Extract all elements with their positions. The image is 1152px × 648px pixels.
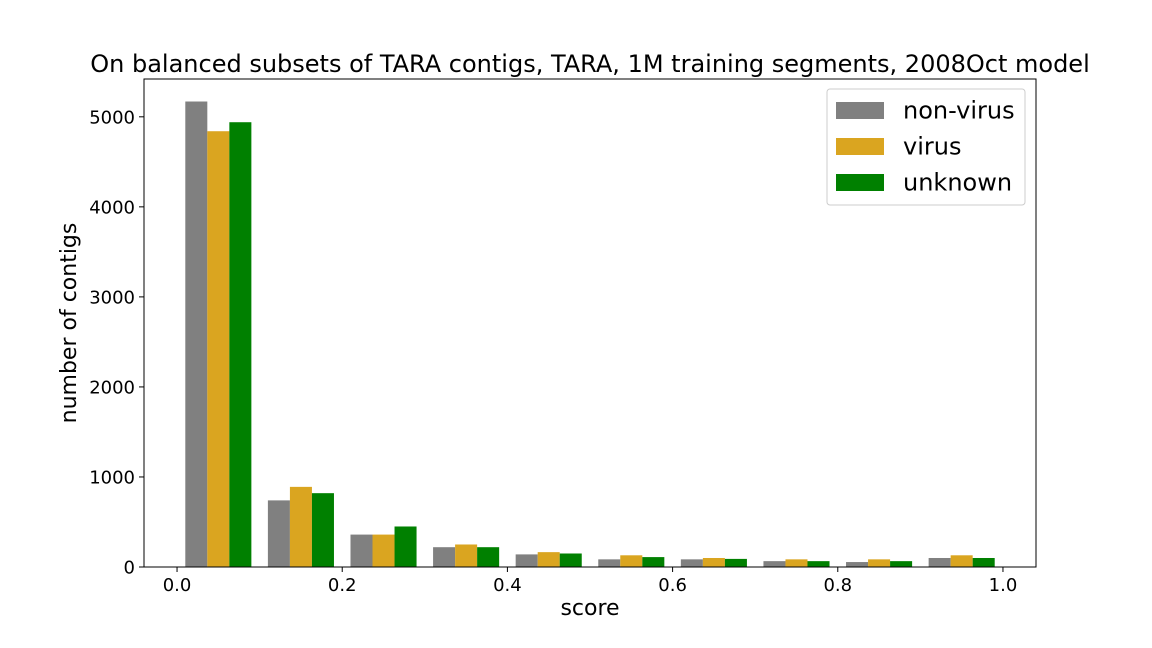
y-tick-label: 0 — [124, 558, 135, 579]
bar-non-virus-4 — [515, 554, 538, 567]
bar-unknown-2 — [394, 526, 417, 567]
bar-virus-1 — [289, 486, 312, 567]
bar-non-virus-9 — [928, 557, 951, 567]
legend-swatch-non-virus — [836, 102, 884, 119]
y-axis-ticks: 0 1000 2000 3000 4000 5000 — [89, 107, 144, 579]
bar-unknown-5 — [642, 557, 665, 567]
x-tick-label: 0.8 — [823, 575, 852, 596]
bar-virus-3 — [455, 544, 478, 567]
legend-swatch-unknown — [836, 174, 884, 191]
bar-unknown-4 — [559, 553, 582, 567]
x-tick-label: 0.2 — [328, 575, 357, 596]
bar-non-virus-8 — [846, 562, 869, 567]
bar-non-virus-5 — [598, 559, 621, 567]
y-tick-label: 3000 — [89, 287, 135, 308]
bar-virus-5 — [620, 555, 643, 567]
bar-virus-6 — [702, 557, 725, 567]
bar-non-virus-7 — [763, 561, 786, 567]
bar-non-virus-6 — [680, 559, 703, 567]
bar-non-virus-2 — [350, 534, 373, 567]
x-tick-label: 0.0 — [163, 575, 192, 596]
bar-unknown-7 — [807, 561, 830, 567]
x-tick-label: 0.4 — [493, 575, 522, 596]
legend-swatch-virus — [836, 138, 884, 155]
legend-label-virus: virus — [903, 133, 961, 161]
bar-virus-2 — [372, 534, 395, 567]
bar-virus-0 — [207, 131, 230, 567]
bar-unknown-1 — [311, 493, 334, 567]
bar-non-virus-1 — [267, 500, 290, 567]
bar-virus-4 — [537, 552, 560, 567]
bar-virus-9 — [950, 555, 973, 567]
x-axis-title: score — [560, 596, 619, 621]
x-tick-label: 0.6 — [658, 575, 687, 596]
legend: non-virus virus unknown — [826, 88, 1026, 206]
y-tick-label: 1000 — [89, 467, 135, 488]
chart-title: On balanced subsets of TARA contigs, TAR… — [90, 50, 1090, 78]
bar-unknown-8 — [890, 561, 913, 567]
legend-label-non-virus: non-virus — [903, 97, 1015, 125]
bar-unknown-9 — [972, 557, 995, 567]
bar-unknown-0 — [229, 122, 252, 567]
bar-unknown-3 — [477, 547, 500, 567]
x-axis-ticks: 0.0 0.2 0.4 0.6 0.8 1.0 — [163, 567, 1018, 596]
y-tick-label: 5000 — [89, 107, 135, 128]
y-tick-label: 4000 — [89, 197, 135, 218]
bar-virus-7 — [785, 559, 808, 567]
bars-group — [185, 101, 995, 568]
bar-virus-8 — [868, 559, 891, 567]
bar-non-virus-0 — [185, 101, 208, 568]
bar-non-virus-3 — [433, 547, 456, 567]
x-tick-label: 1.0 — [989, 575, 1018, 596]
plot-area-frame — [143, 78, 1037, 568]
bar-unknown-6 — [724, 558, 747, 567]
legend-label-unknown: unknown — [903, 169, 1012, 197]
y-axis-title: number of contigs — [57, 223, 82, 424]
y-tick-label: 2000 — [89, 377, 135, 398]
